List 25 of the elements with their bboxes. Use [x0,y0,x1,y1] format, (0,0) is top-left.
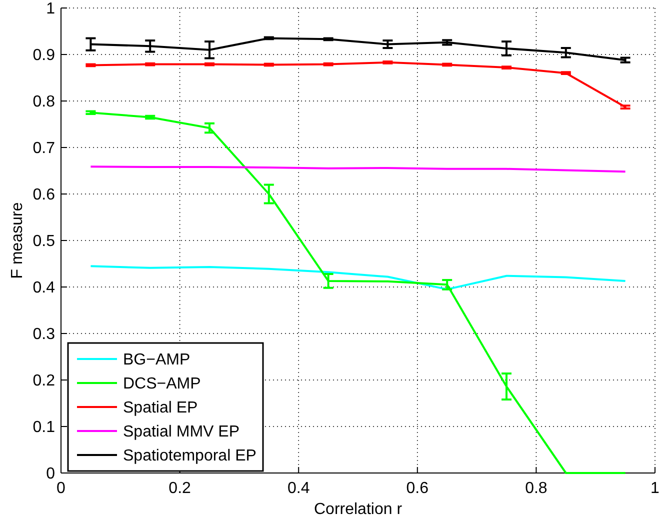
x-tick-label: 1 [650,480,660,497]
y-tick-label: 1 [46,0,56,18]
x-tick-label: 0.6 [406,480,429,497]
y-tick-label: 0.6 [32,186,56,204]
legend-label: Spatial MMV EP [123,424,240,441]
y-tick-label: 0.9 [32,47,56,64]
x-tick-label: 0 [56,480,66,497]
x-axis-title: Correlation r [314,501,403,518]
legend-label: Spatiotemporal EP [123,448,256,465]
legend-label: DCS−AMP [123,376,201,393]
legend-label: Spatial EP [123,400,198,417]
y-tick-label: 0.4 [32,280,56,297]
y-tick-label: 0.7 [32,140,56,158]
y-tick-label: 0.5 [32,233,56,250]
x-tick-label: 0.2 [168,480,192,497]
y-tick-label: 0.8 [32,94,56,111]
y-tick-label: 0.1 [32,419,56,436]
y-tick-label: 0.3 [32,326,56,344]
x-tick-label: 0.8 [525,480,548,497]
y-axis-title: F measure [9,202,26,279]
y-tick-label: 0 [46,466,56,483]
x-tick-label: 0.4 [287,480,310,497]
line-series [90,265,626,290]
legend-label: BG−AMP [123,352,190,369]
y-tick-label: 0.2 [32,372,56,390]
